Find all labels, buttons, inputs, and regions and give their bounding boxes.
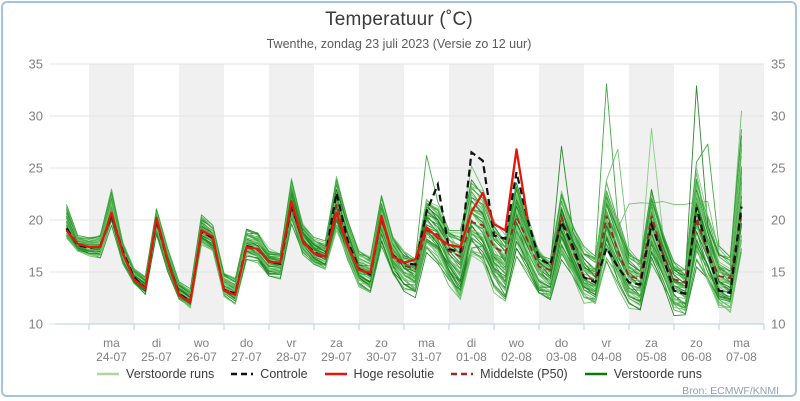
x-tick-label: 28-07 <box>276 350 307 364</box>
legend-label: Controle <box>260 367 308 381</box>
ensemble-run-line <box>66 110 742 292</box>
y-tick-label-left: 20 <box>29 213 43 228</box>
x-tick-label: 24-07 <box>96 350 127 364</box>
x-tick-label: di <box>467 336 476 350</box>
legend-label: Verstoorde runs <box>613 367 702 381</box>
y-axis-labels: 10 10 15 15 20 20 25 25 30 30 35 35 <box>29 57 786 332</box>
legend-swatch-line <box>451 372 474 376</box>
x-tick-label: 06-08 <box>681 350 712 364</box>
plot-area: ma24-07di25-07wo26-07do27-07vr28-07za29-… <box>29 57 786 365</box>
y-tick-label-right: 20 <box>771 213 785 228</box>
y-tick-label-left: 30 <box>29 109 43 124</box>
ensemble-run-line <box>66 83 742 290</box>
legend-swatch-line <box>584 372 607 376</box>
x-tick-label: 27-07 <box>231 350 262 364</box>
legend-item-2: Hoge resolutie <box>324 367 435 381</box>
legend-swatch-line <box>324 372 347 376</box>
x-tick-label: zo <box>375 336 388 350</box>
x-tick-label: 29-07 <box>321 350 352 364</box>
y-tick-label-left: 15 <box>29 265 43 280</box>
x-tick-label: za <box>330 336 343 350</box>
ensemble-run-line <box>66 182 742 299</box>
y-tick-label-left: 25 <box>29 161 43 176</box>
x-tick-label: di <box>152 336 161 350</box>
legend-item-3: Middelste (P50) <box>450 367 568 381</box>
day-band <box>449 64 494 324</box>
legend-label: Hoge resolutie <box>353 367 435 381</box>
x-tick-label: 30-07 <box>366 350 397 364</box>
x-tick-label: ma <box>733 336 750 350</box>
chart-subtitle: Twenthe, zondag 23 juli 2023 (Versie zo … <box>266 37 532 51</box>
page-title: Temperatuur (˚C) <box>325 9 473 30</box>
x-tick-label: 05-08 <box>636 350 667 364</box>
x-tick-label: ma <box>418 336 435 350</box>
source-attribution: Bron: ECMWF/KNMI <box>682 385 779 397</box>
x-tick-label: 31-07 <box>411 350 442 364</box>
x-tick-label: wo <box>193 336 210 350</box>
legend-label: Middelste (P50) <box>480 367 568 381</box>
y-tick-label-right: 30 <box>771 109 785 124</box>
x-tick-label: vr <box>287 336 297 350</box>
day-band <box>179 64 224 324</box>
y-tick-label-right: 10 <box>771 317 785 332</box>
x-tick-label: 26-07 <box>186 350 217 364</box>
x-tick-label: do <box>555 336 569 350</box>
y-tick-label-left: 35 <box>29 57 43 72</box>
legend-swatch-line <box>231 372 254 376</box>
y-tick-label-right: 15 <box>771 265 785 280</box>
x-tick-label: zo <box>690 336 703 350</box>
y-tick-label-right: 35 <box>771 57 785 72</box>
legend-item-4: Verstoorde runs <box>584 367 702 381</box>
x-tick-label: 03-08 <box>546 350 577 364</box>
x-tick-label: wo <box>508 336 525 350</box>
x-tick-label: 25-07 <box>141 350 172 364</box>
ensemble-run-line <box>66 85 742 291</box>
legend-swatch-line <box>97 372 120 376</box>
x-tick-label: vr <box>602 336 612 350</box>
y-tick-label-left: 10 <box>29 317 43 332</box>
x-tick-label: za <box>645 336 658 350</box>
x-tick-label: 01-08 <box>456 350 487 364</box>
y-tick-label-right: 25 <box>771 161 785 176</box>
x-tick-label: do <box>240 336 254 350</box>
x-tick-label: 07-08 <box>726 350 757 364</box>
x-tick-label: 02-08 <box>501 350 532 364</box>
x-axis-labels: ma24-07di25-07wo26-07do27-07vr28-07za29-… <box>96 336 757 364</box>
legend-item-0: Verstoorde runs <box>96 367 214 381</box>
x-tick-label: 04-08 <box>591 350 622 364</box>
x-axis <box>55 323 765 330</box>
x-tick-label: ma <box>103 336 120 350</box>
hires-run-line <box>65 148 529 304</box>
legend-label: Verstoorde runs <box>126 367 215 381</box>
legend-item-1: Controle <box>230 367 308 381</box>
chart-legend: Verstoorde runs Controle Hoge resolutie Mid… <box>3 367 795 381</box>
hires-run <box>65 148 529 304</box>
